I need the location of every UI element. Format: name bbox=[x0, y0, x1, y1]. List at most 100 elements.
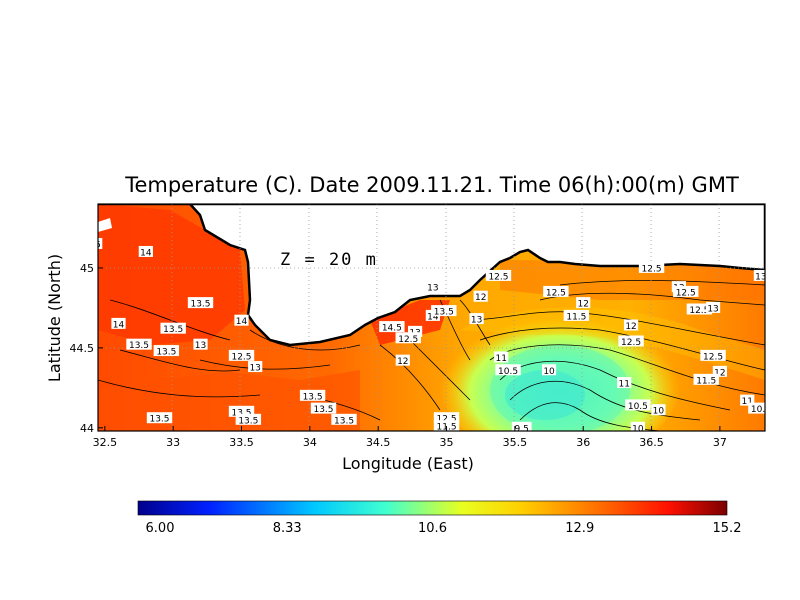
contour-label-box bbox=[193, 338, 208, 350]
contour-label-box bbox=[433, 412, 460, 424]
contour-label: 13.5 bbox=[160, 322, 186, 335]
contour-label: 12.5 bbox=[433, 412, 460, 425]
contour-label-box bbox=[473, 290, 488, 302]
contour-label: 14 bbox=[111, 317, 126, 330]
contour-label-box bbox=[187, 297, 214, 309]
contour-label: 13.5 bbox=[331, 413, 357, 426]
contour-label-text: 11 bbox=[495, 354, 506, 364]
contour-label-text: 13.5 bbox=[129, 341, 149, 351]
contour-label-box bbox=[485, 269, 512, 281]
contour-label-text: 13 bbox=[707, 304, 718, 314]
contour-label-text: 12 bbox=[397, 357, 408, 367]
colorbar bbox=[137, 500, 728, 516]
contour-label: 13.5 bbox=[299, 389, 326, 402]
contour-label: 10.5 bbox=[625, 399, 651, 412]
contour-label-text: 12.5 bbox=[231, 352, 251, 362]
contour-label-text: 14 bbox=[140, 248, 152, 258]
contour-label-text: 11 bbox=[618, 380, 629, 390]
contour-label: 13 bbox=[193, 338, 208, 351]
contour-label: 11 bbox=[617, 377, 632, 390]
contour-label: 13.5 bbox=[235, 413, 262, 426]
contour-label-box bbox=[234, 314, 249, 326]
contour-label-text: 12.5 bbox=[437, 415, 457, 425]
contour-label-text: 12 bbox=[475, 293, 486, 303]
colorbar-tick-label: 8.33 bbox=[273, 521, 302, 536]
contour-label-text: 10 bbox=[653, 407, 665, 417]
chart-title: Temperature (C). Date 2009.11.21. Time 0… bbox=[124, 173, 739, 197]
contour-label-box bbox=[395, 332, 421, 344]
y-axis-label: Latitude (North) bbox=[45, 254, 64, 382]
contour-label-text: 10.5 bbox=[498, 367, 518, 377]
contour-label-box bbox=[126, 338, 152, 350]
contour-label: 12.5 bbox=[686, 303, 713, 316]
contour-label-box bbox=[111, 317, 126, 329]
contour-label: 5 bbox=[95, 237, 103, 250]
contour-label-box bbox=[617, 377, 632, 389]
contour-label: 13.5 bbox=[126, 338, 152, 351]
contour-label-text: 10 bbox=[632, 424, 644, 434]
contour-label-box bbox=[469, 313, 484, 325]
contour-label: 14.5 bbox=[379, 321, 405, 334]
contour-label-text: 9.5 bbox=[515, 424, 529, 434]
contour-label: 13 bbox=[705, 301, 721, 314]
contour-label-text: 13.5 bbox=[163, 325, 183, 335]
contour-label: 11.5 bbox=[693, 373, 719, 386]
contour-label-box bbox=[563, 309, 590, 321]
contour-label-box bbox=[686, 303, 713, 315]
contour-label: 12 bbox=[623, 319, 639, 332]
plot-frame bbox=[97, 203, 766, 432]
x-axis-label: Longitude (East) bbox=[342, 454, 474, 473]
contour-label-text: 13.5 bbox=[334, 416, 354, 426]
contour-label-text: 11 bbox=[742, 397, 753, 407]
contour-label-box bbox=[700, 349, 726, 361]
contour-label-box bbox=[495, 364, 521, 376]
contour-label-box bbox=[651, 404, 666, 416]
contour-label-box bbox=[511, 421, 532, 431]
contour-label-text: 12 bbox=[577, 300, 588, 310]
contour-label: 10 bbox=[630, 421, 645, 434]
contour-label-text: 14 bbox=[236, 317, 248, 327]
contour-label-box bbox=[248, 361, 263, 373]
x-tick-label: 34.5 bbox=[366, 436, 391, 449]
contour-label-box bbox=[541, 364, 557, 376]
contour-label: 13 bbox=[425, 281, 440, 294]
contour-label-box bbox=[705, 301, 721, 313]
contour-label: 13 bbox=[469, 313, 484, 326]
depth-label: Z = 20 m bbox=[280, 250, 378, 270]
crimea-land bbox=[98, 204, 765, 347]
contour-label-box bbox=[576, 297, 591, 309]
contour-label-text: 12.5 bbox=[689, 306, 709, 316]
contour-label-text: 13.5 bbox=[156, 348, 176, 358]
contour-label: 10 bbox=[541, 364, 557, 377]
y-tick-label: 45 bbox=[80, 262, 94, 275]
contour-label-text: 5 bbox=[95, 240, 101, 250]
x-tick-label: 32.5 bbox=[93, 436, 118, 449]
y-tick-label: 44 bbox=[80, 422, 94, 435]
contour-label-text: 13 bbox=[195, 341, 206, 351]
contour-label-text: 13 bbox=[427, 284, 438, 294]
contour-label: 13.5 bbox=[187, 297, 214, 310]
contour-label: 12.5 bbox=[700, 349, 726, 362]
contour-label-text: 13.5 bbox=[434, 308, 454, 318]
contour-label-box bbox=[407, 325, 423, 337]
contour-label: 12 bbox=[712, 365, 727, 378]
contour-label-box bbox=[228, 349, 255, 361]
contour-label-text: 12 bbox=[714, 368, 725, 378]
contour-label-box bbox=[395, 354, 410, 366]
contour-label: 13 bbox=[248, 361, 263, 374]
contour-label-box bbox=[379, 321, 405, 333]
contour-label-box bbox=[153, 345, 180, 357]
contour-label-box bbox=[433, 420, 460, 431]
contour-label-box bbox=[310, 402, 337, 414]
contour-label: 10.5 bbox=[748, 402, 765, 415]
contour-label: 13.5 bbox=[146, 412, 173, 425]
contour-label: 13 bbox=[753, 269, 765, 282]
contour-label-box bbox=[623, 319, 639, 331]
x-tick-label: 36 bbox=[576, 436, 590, 449]
contour-label-text: 11.5 bbox=[566, 312, 586, 322]
x-tick-label: 33 bbox=[166, 436, 180, 449]
contour-label: 10.5 bbox=[495, 364, 521, 377]
contour-label-text: 14 bbox=[113, 320, 125, 330]
